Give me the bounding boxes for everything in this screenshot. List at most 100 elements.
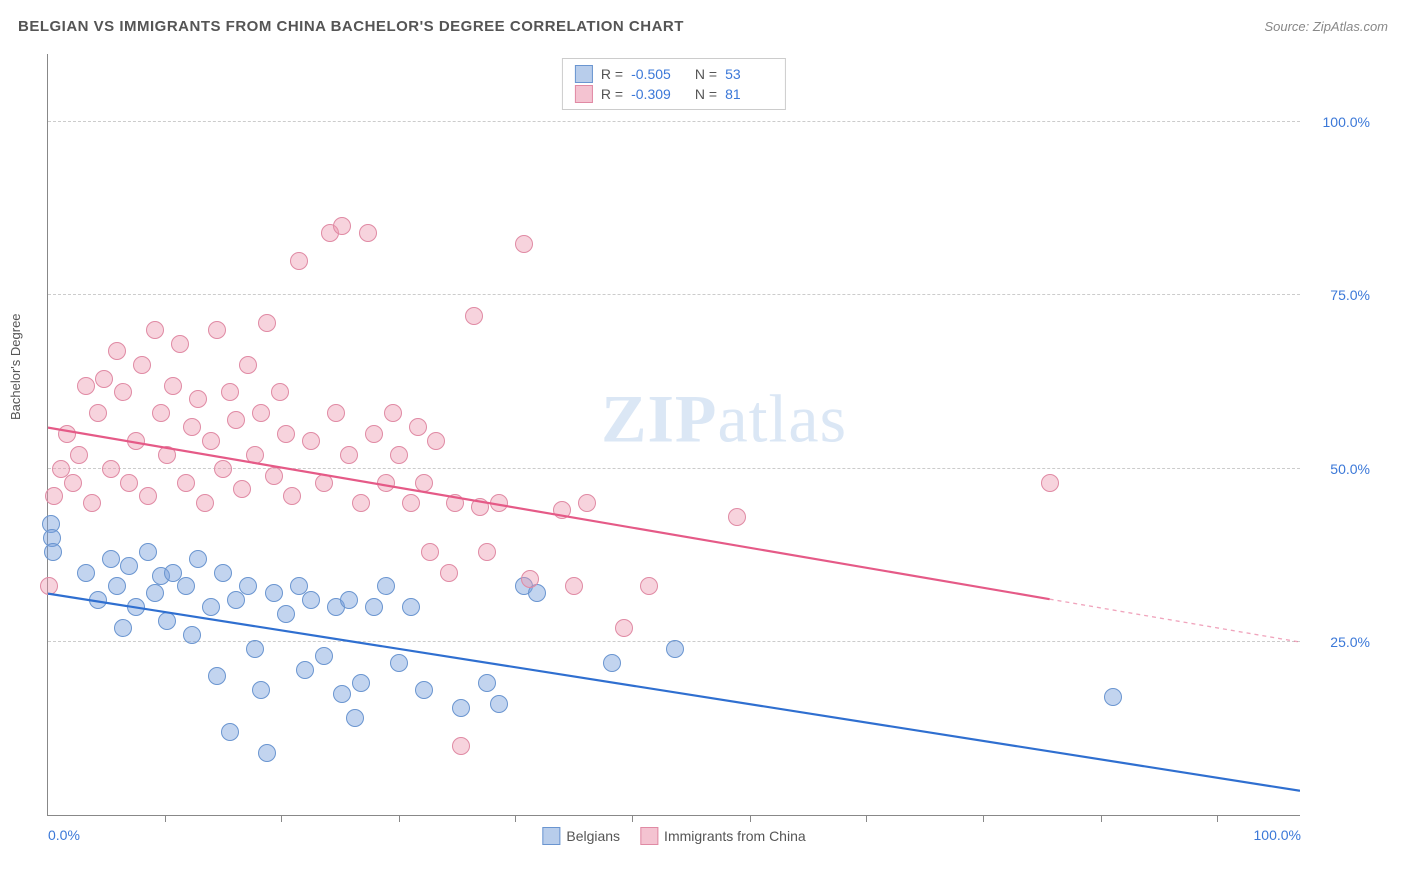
data-point [402, 598, 420, 616]
data-point [603, 654, 621, 672]
data-point [102, 460, 120, 478]
data-point [283, 487, 301, 505]
data-point [327, 404, 345, 422]
data-point [171, 335, 189, 353]
data-point [77, 564, 95, 582]
data-point [64, 474, 82, 492]
n-value: 53 [725, 66, 773, 82]
source-attribution: Source: ZipAtlas.com [1264, 19, 1388, 34]
data-point [465, 307, 483, 325]
data-point [415, 474, 433, 492]
data-point [70, 446, 88, 464]
data-point [246, 640, 264, 658]
data-point [214, 564, 232, 582]
data-point [177, 474, 195, 492]
data-point [421, 543, 439, 561]
data-point [227, 591, 245, 609]
data-point [452, 699, 470, 717]
legend-label: Belgians [566, 828, 620, 844]
y-tick-label: 25.0% [1310, 634, 1370, 650]
x-tick [632, 815, 633, 822]
data-point [565, 577, 583, 595]
data-point [615, 619, 633, 637]
data-point [277, 605, 295, 623]
data-point [409, 418, 427, 436]
data-point [333, 217, 351, 235]
data-point [640, 577, 658, 595]
data-point [377, 474, 395, 492]
data-point [265, 467, 283, 485]
data-point [666, 640, 684, 658]
data-point [340, 591, 358, 609]
legend-swatch [575, 85, 593, 103]
data-point [152, 404, 170, 422]
legend-swatch [575, 65, 593, 83]
data-point [427, 432, 445, 450]
data-point [377, 577, 395, 595]
data-point [258, 314, 276, 332]
data-point [214, 460, 232, 478]
x-tick [1217, 815, 1218, 822]
data-point [246, 446, 264, 464]
data-point [183, 626, 201, 644]
data-point [227, 411, 245, 429]
r-label: R = [601, 86, 623, 102]
y-axis-label: Bachelor's Degree [8, 313, 23, 420]
data-point [221, 723, 239, 741]
scatter-points [48, 54, 1300, 815]
n-value: 81 [725, 86, 773, 102]
data-point [258, 744, 276, 762]
x-tick [1101, 815, 1102, 822]
x-tick [399, 815, 400, 822]
data-point [578, 494, 596, 512]
data-point [315, 647, 333, 665]
data-point [127, 598, 145, 616]
x-tick [866, 815, 867, 822]
data-point [252, 681, 270, 699]
y-tick-label: 50.0% [1310, 461, 1370, 477]
data-point [158, 446, 176, 464]
data-point [95, 370, 113, 388]
data-point [102, 550, 120, 568]
data-point [365, 425, 383, 443]
data-point [196, 494, 214, 512]
data-point [114, 383, 132, 401]
data-point [164, 377, 182, 395]
data-point [127, 432, 145, 450]
x-tick [165, 815, 166, 822]
x-tick [281, 815, 282, 822]
data-point [1104, 688, 1122, 706]
data-point [515, 235, 533, 253]
data-point [340, 446, 358, 464]
y-tick-label: 100.0% [1310, 114, 1370, 130]
data-point [208, 667, 226, 685]
correlation-legend: R = -0.505 N = 53R = -0.309 N = 81 [562, 58, 786, 110]
data-point [158, 612, 176, 630]
data-point [333, 685, 351, 703]
x-tick [515, 815, 516, 822]
legend-item: Immigrants from China [640, 827, 806, 845]
data-point [202, 598, 220, 616]
data-point [133, 356, 151, 374]
data-point [221, 383, 239, 401]
data-point [302, 591, 320, 609]
data-point [252, 404, 270, 422]
data-point [271, 383, 289, 401]
data-point [478, 543, 496, 561]
data-point [384, 404, 402, 422]
r-value: -0.309 [631, 86, 679, 102]
data-point [239, 577, 257, 595]
data-point [233, 480, 251, 498]
data-point [114, 619, 132, 637]
data-point [346, 709, 364, 727]
n-label: N = [687, 86, 717, 102]
data-point [89, 591, 107, 609]
data-point [490, 695, 508, 713]
data-point [44, 543, 62, 561]
data-point [265, 584, 283, 602]
data-point [478, 674, 496, 692]
data-point [553, 501, 571, 519]
series-legend: Belgians Immigrants from China [542, 827, 805, 845]
data-point [352, 674, 370, 692]
data-point [239, 356, 257, 374]
